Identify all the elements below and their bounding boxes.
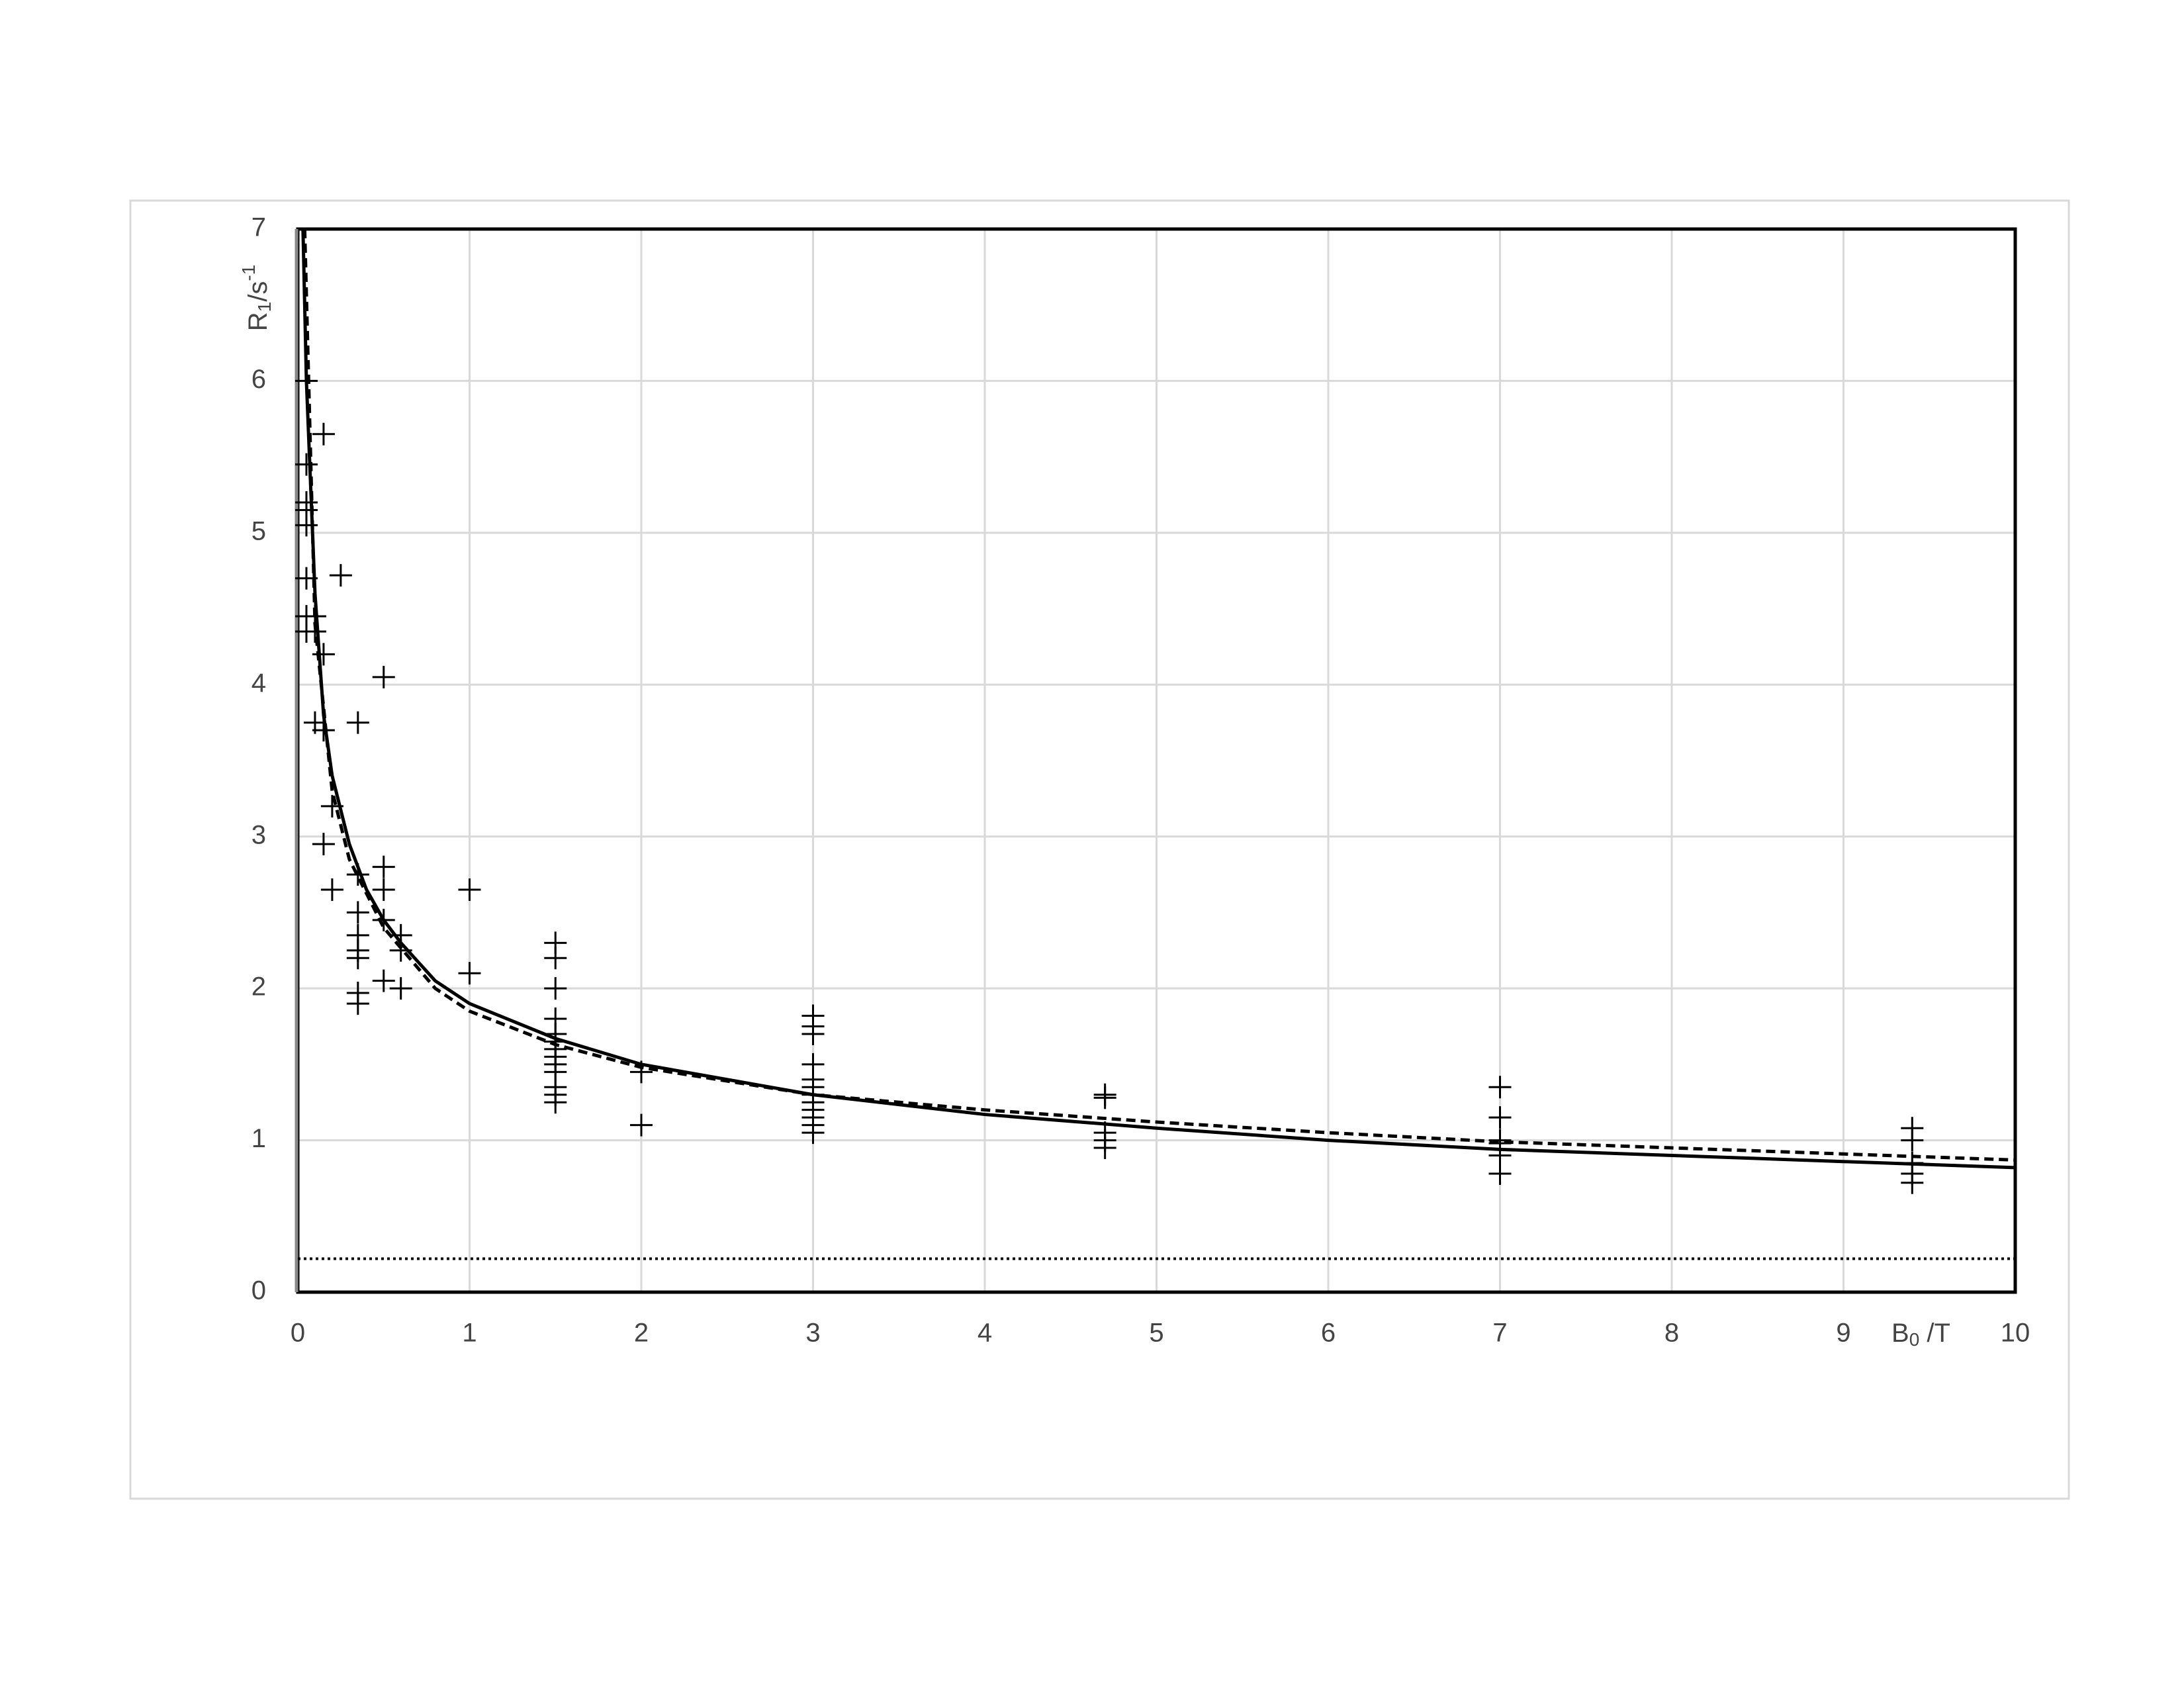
data-point	[801, 1121, 825, 1145]
data-point	[544, 947, 567, 970]
x-axis-label: B0 /T	[1891, 1319, 1950, 1350]
y-axis-label-part: -1	[238, 265, 259, 281]
x-tick-label: 9	[1836, 1319, 1850, 1348]
y-axis-label-part: 1	[254, 302, 275, 312]
x-tick-label: 4	[978, 1319, 992, 1348]
y-axis-label: R1/s-1	[238, 265, 275, 332]
data-point	[295, 453, 318, 476]
data-point	[1901, 1129, 1924, 1152]
data-point	[372, 855, 395, 878]
data-point	[346, 992, 369, 1015]
data-point	[312, 833, 335, 856]
data-point	[1488, 1106, 1512, 1129]
y-axis-label-part: /s	[244, 281, 273, 302]
y-tick-label: 4	[251, 669, 266, 698]
data-point	[1093, 1137, 1116, 1160]
data-point	[1488, 1162, 1512, 1186]
x-tick-label: 10	[2001, 1319, 2030, 1348]
y-tick-label: 5	[251, 516, 266, 545]
data-point	[1488, 1076, 1512, 1099]
data-point	[1901, 1171, 1924, 1194]
data-point	[346, 947, 369, 970]
x-tick-label: 2	[634, 1319, 649, 1348]
y-tick-label: 6	[251, 365, 266, 394]
y-tick-label: 1	[251, 1124, 266, 1153]
data-point	[329, 564, 352, 587]
y-tick-label: 0	[251, 1276, 266, 1305]
data-point	[458, 878, 481, 902]
data-point	[346, 711, 369, 734]
x-tick-label: 1	[462, 1319, 477, 1348]
curve	[301, 228, 2016, 1170]
x-tick-label: 5	[1149, 1319, 1163, 1348]
data-point	[372, 665, 395, 688]
y-tick-label: 7	[251, 213, 266, 242]
data-point	[458, 962, 481, 985]
data-point	[544, 1091, 567, 1114]
data-point	[1093, 1086, 1116, 1109]
data-point	[312, 643, 335, 666]
chart-frame	[129, 199, 2070, 1500]
x-axis-label-part: /T	[1919, 1319, 1950, 1348]
x-axis-label-part: 0	[1909, 1329, 1920, 1350]
data-point	[346, 901, 369, 924]
data-point	[372, 969, 395, 992]
x-tick-label: 0	[291, 1319, 305, 1348]
y-tick-label: 3	[251, 820, 266, 849]
x-tick-label: 3	[805, 1319, 820, 1348]
data-point	[389, 977, 412, 1000]
data-point	[544, 977, 567, 1000]
data-point	[372, 878, 395, 902]
y-axis-label-part: R	[244, 312, 273, 331]
data-point	[312, 422, 335, 445]
x-tick-label: 7	[1492, 1319, 1507, 1348]
data-point	[801, 1022, 825, 1045]
data-point	[630, 1113, 653, 1137]
x-axis-label-part: B	[1891, 1319, 1909, 1348]
data-point	[320, 878, 343, 902]
y-tick-label: 2	[251, 972, 266, 1002]
x-tick-label: 6	[1321, 1319, 1336, 1348]
x-tick-label: 8	[1664, 1319, 1679, 1348]
curve	[302, 228, 2016, 1162]
